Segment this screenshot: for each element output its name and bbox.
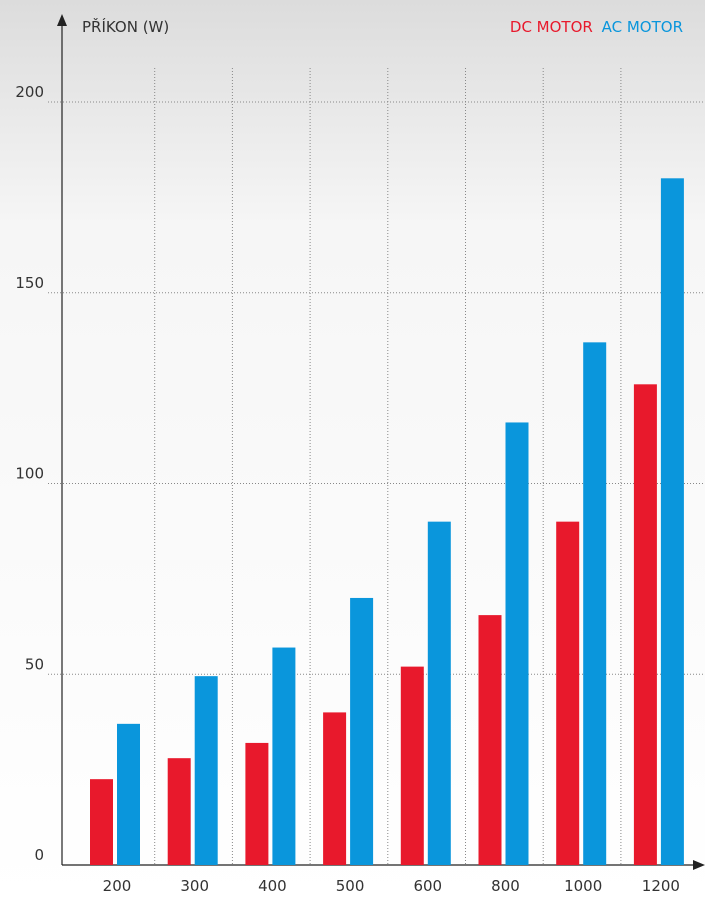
bar: [245, 742, 269, 865]
x-tick-label: 400: [258, 877, 287, 895]
x-tick-label: 500: [336, 877, 365, 895]
y-axis-arrow: [57, 14, 67, 26]
legend-entry: DC MOTOR: [510, 18, 593, 36]
y-axis-label: PŘÍKON (W): [82, 17, 169, 36]
x-tick-label: 1000: [564, 877, 602, 895]
legend-entry: AC MOTOR: [602, 18, 683, 36]
bar: [505, 422, 529, 865]
x-tick-label: 300: [180, 877, 209, 895]
bar: [194, 676, 218, 865]
y-tick-label: 0: [34, 846, 44, 864]
bar: [633, 384, 657, 865]
bar: [350, 597, 374, 865]
bar: [400, 666, 424, 865]
bar: [323, 712, 347, 865]
x-axis-arrow: [693, 860, 705, 870]
bar: [583, 342, 607, 866]
x-tick-label: 600: [413, 877, 442, 895]
legend: DC MOTOR AC MOTOR: [510, 18, 683, 36]
bar: [272, 647, 296, 865]
bar: [478, 615, 502, 865]
x-tick-label: 200: [103, 877, 132, 895]
y-tick-label: 150: [15, 274, 44, 292]
x-tick-label: 800: [491, 877, 520, 895]
bar: [90, 779, 113, 865]
bar: [117, 723, 140, 865]
bar: [556, 521, 580, 865]
y-tick-label: 50: [25, 655, 44, 673]
y-tick-label: 200: [15, 83, 44, 101]
x-tick-label: 1200: [642, 877, 680, 895]
bar: [427, 521, 451, 865]
bar: [660, 178, 684, 866]
bar: [167, 758, 191, 865]
y-tick-label: 100: [15, 465, 44, 483]
